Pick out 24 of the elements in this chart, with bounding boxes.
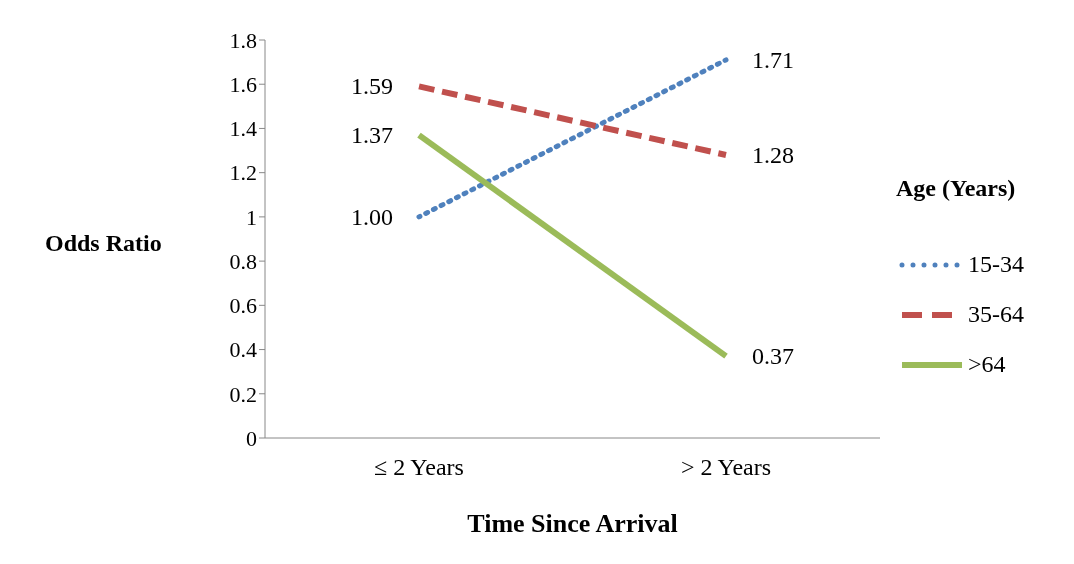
legend-label: 35-64 [968,301,1024,328]
data-label: 1.71 [752,46,794,73]
y-tick-label: 1 [246,204,257,230]
legend-title: Age (Years) [896,174,1017,202]
x-tick-label: ≤ 2 Years [374,454,464,481]
legend-label: 15-34 [968,251,1024,278]
data-label: 1.00 [351,203,393,230]
y-tick-label: 0 [246,425,257,451]
y-tick-label: 0.2 [229,381,257,407]
data-label: 1.28 [752,141,794,168]
legend-label: >64 [968,351,1006,378]
data-label: 1.59 [351,73,393,100]
y-tick-label: 0.8 [229,248,257,274]
y-axis-title: Odds Ratio [45,230,162,257]
data-label: 1.37 [351,122,393,149]
y-tick-label: 1.2 [229,160,257,186]
data-label: 0.37 [752,343,794,370]
y-tick-label: 1.6 [229,72,257,98]
y-tick-label: 0.4 [229,337,257,363]
x-axis-title: Time Since Arrival [467,509,678,538]
y-tick-label: 0.6 [229,293,257,319]
y-tick-label: 1.8 [229,27,257,53]
y-tick-label: 1.4 [229,116,257,142]
x-tick-label: > 2 Years [680,454,772,481]
